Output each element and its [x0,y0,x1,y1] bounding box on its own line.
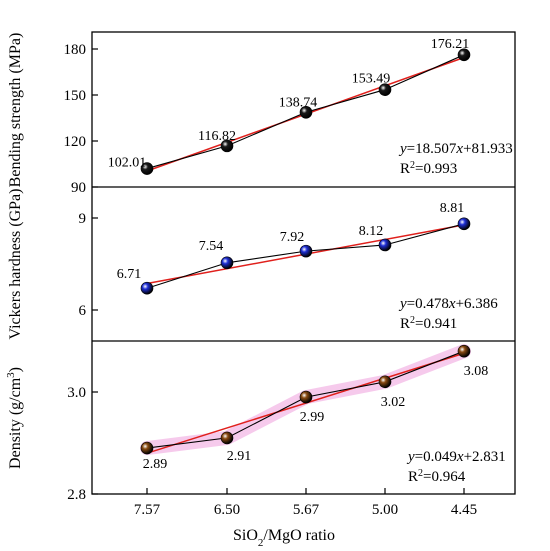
data-point-hardness [220,256,234,270]
fit-r2-density: R2=0.964 [408,468,466,486]
data-point-density [457,344,471,358]
data-label-hardness: 8.81 [440,201,465,216]
data-point-hardness [140,281,154,295]
data-point-density [220,431,234,445]
y-tick-label: 6 [79,303,87,319]
y-tick-label: 3.0 [67,385,86,401]
panel-density: 2.8 3.0 Density (g/cm3) 2.89 2.91 2.99 3.02 3.0… [5,340,515,503]
panel-bending: 90 120 150 180 Bending strength (MPa) 102.01 1… [7,33,513,196]
data-point-hardness [378,238,392,252]
data-point-bending [457,48,471,62]
data-point-bending [220,139,234,153]
data-label-density: 3.08 [464,364,489,379]
y-tick-label: 9 [79,211,87,227]
y-tick-label: 120 [64,134,87,150]
panel-hardness: 6 9 Vickers hardness (GPa) 6.71 7.54 7.92 8.12… [7,186,515,340]
fit-r2-hardness: R2=0.941 [400,315,457,333]
fit-r2-bending: R2=0.993 [400,160,457,178]
y-tick-label: 180 [64,42,87,58]
data-point-density [378,375,392,389]
data-label-density: 2.89 [143,457,168,472]
x-tick-label: 5.00 [372,502,398,518]
data-point-hardness [457,217,471,231]
data-point-bending [378,83,392,96]
y-axis-title-bending: Bending strength (MPa) [7,33,24,188]
y-tick-label: 90 [71,180,86,196]
x-tick-label: 5.67 [293,502,320,518]
data-point-bending [140,162,154,175]
x-axis: 7.57 6.50 5.67 5.00 4.45 [134,488,477,518]
data-label-bending: 176.21 [431,37,470,52]
fit-equation-density: y=0.049x+2.831 [406,449,506,465]
x-tick-label: 4.45 [451,502,477,518]
data-point-bending [299,105,313,119]
x-tick-label: 7.57 [134,502,161,518]
data-label-bending: 153.49 [352,72,391,87]
data-label-density: 2.91 [227,449,252,464]
fit-equation-bending: y=18.507x+81.933 [398,141,513,157]
data-label-bending: 102.01 [108,156,147,171]
data-point-hardness [299,244,313,258]
y-tick-label: 2.8 [67,487,86,503]
data-label-density: 2.99 [300,410,325,425]
data-label-bending: 138.74 [279,95,318,110]
data-label-bending: 116.82 [198,129,236,144]
data-label-density: 3.02 [381,395,406,410]
x-tick-label: 6.50 [214,502,240,518]
data-point-density [299,390,313,404]
fit-equation-hardness: y=0.478x+6.386 [398,296,498,312]
y-tick-label: 150 [64,88,87,104]
x-axis-title: SiO2/MgO ratio [233,527,335,549]
data-label-hardness: 8.12 [359,224,384,239]
data-label-hardness: 7.92 [280,230,305,245]
panels-layer: 90 120 150 180 Bending strength (MPa) 102.01 1… [5,31,516,503]
data-point-density [140,441,154,455]
plot-frame [91,31,516,495]
data-label-hardness: 6.71 [117,267,142,282]
y-axis-title-hardness: Vickers hardness (GPa) [7,189,24,340]
data-label-hardness: 7.54 [199,239,224,254]
y-axis-title-density: Density (g/cm3) [5,367,24,469]
